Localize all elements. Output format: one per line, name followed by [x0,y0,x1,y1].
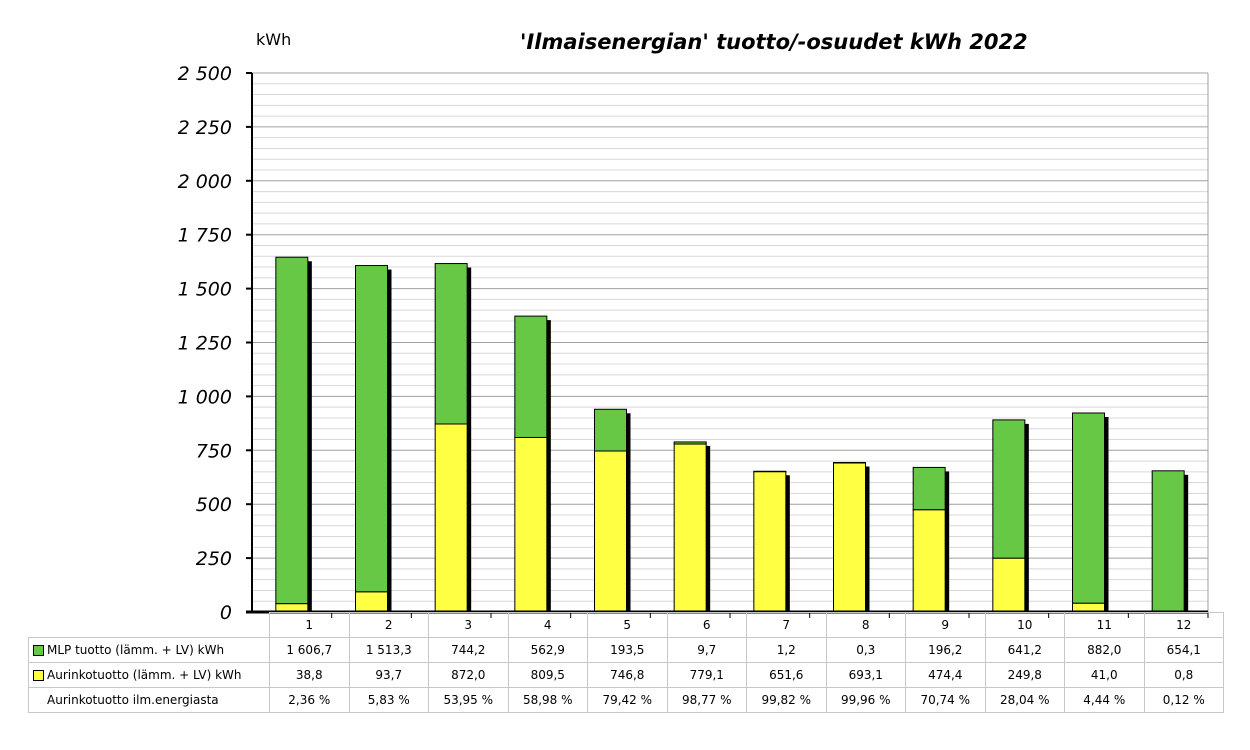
data-label: 5,83 % [348,687,429,713]
data-label: 882,0 [1064,637,1145,663]
y-tick-label: 750 [196,440,232,462]
bar-segment [1072,412,1105,604]
data-label: 872,0 [428,662,509,688]
x-tick-label: 3 [428,612,509,638]
x-tick-label: 12 [1143,612,1224,638]
bar-segment [673,441,707,445]
bar-segment [992,419,1026,559]
y-tick-label: 2 000 [178,171,232,193]
y-axis-unit: kWh [256,30,292,49]
data-label: 746,8 [587,662,668,688]
legend-label: Aurinkotuotto ilm.energiasta [47,693,219,707]
bar-segment [673,443,707,613]
blank-cell [29,613,270,638]
y-tick-label: 2 250 [178,117,232,139]
data-label: 98,77 % [666,687,747,713]
data-label: 99,82 % [746,687,827,713]
data-label: 641,2 [984,637,1065,663]
data-label: 0,12 % [1143,687,1224,713]
row-label: Aurinkotuotto (lämm. + LV) kWh [28,662,270,688]
chart-title: 'Ilmaisenergian' tuotto/-osuudet kWh 202… [520,30,1028,54]
data-label: 809,5 [507,662,588,688]
data-label: 779,1 [666,662,747,688]
bar-segment [355,265,388,593]
x-tick-label: 4 [507,612,588,638]
bar-segment [1151,470,1185,613]
y-tick-label: 1 250 [178,333,232,355]
data-label: 651,6 [746,662,827,688]
bar-segment [833,462,866,464]
x-tick-label: 11 [1064,612,1145,638]
y-tick-label: 250 [196,548,232,570]
table-row: Aurinkotuotto ilm.energiasta 2,36 % 5,83 %… [28,687,1224,713]
y-tick-label: 0 [220,602,232,624]
row-label: MLP tuotto (lämm. + LV) kWh [28,637,270,663]
data-label: 70,74 % [905,687,986,713]
data-label: 1,2 [746,637,827,663]
bar-segment [753,470,787,473]
x-tick-label: 2 [348,612,429,638]
bar-segment [594,408,627,452]
legend-label: Aurinkotuotto (lämm. + LV) kWh [47,668,242,682]
data-label: 1 606,7 [269,637,350,663]
data-label: 0,8 [1143,662,1224,688]
bar-segment [434,263,468,425]
legend-swatch [33,645,44,656]
data-label: 654,1 [1143,637,1224,663]
y-tick-label: 500 [196,494,232,516]
legend-label: MLP tuotto (lämm. + LV) kWh [47,643,225,657]
data-label: 79,42 % [587,687,668,713]
data-label: 53,95 % [428,687,509,713]
row-label: Aurinkotuotto ilm.energiasta [28,687,270,713]
data-label: 2,36 % [269,687,350,713]
bar-segment [992,557,1026,613]
data-label: 1 513,3 [348,637,429,663]
bar-segment [434,423,468,613]
bar-segment [514,436,548,613]
bar-segment [514,315,548,438]
data-label: 41,0 [1064,662,1145,688]
bar-segment [753,471,787,613]
bar-segment [355,591,388,613]
data-label: 4,44 % [1064,687,1145,713]
x-tick-label: 6 [666,612,747,638]
data-label: 249,8 [984,662,1065,688]
data-label: 0,3 [825,637,906,663]
bar-segment [912,466,946,511]
y-tick-label: 1 000 [178,386,232,408]
data-label: 693,1 [825,662,906,688]
y-tick-label: 2 500 [178,63,232,85]
data-label: 193,5 [587,637,668,663]
data-label: 28,04 % [984,687,1065,713]
legend-swatch [33,670,44,681]
data-label: 38,8 [269,662,350,688]
x-tick-label: 9 [905,612,986,638]
bar-segment [275,256,309,605]
data-label: 99,96 % [825,687,906,713]
data-label: 93,7 [348,662,429,688]
bar-segment [912,509,946,613]
data-label: 562,9 [507,637,588,663]
table-header-row: 1 2 3 4 5 6 7 8 9 10 11 12 [29,612,1224,638]
table-row: Aurinkotuotto (lämm. + LV) kWh 38,8 93,7 87… [28,662,1224,688]
bar-segment [594,450,627,613]
x-tick-label: 5 [587,612,668,638]
data-label: 744,2 [428,637,509,663]
x-tick-label: 1 [269,612,350,638]
x-tick-label: 10 [984,612,1065,638]
data-label: 196,2 [905,637,986,663]
data-table: 1 2 3 4 5 6 7 8 9 10 11 12 MLP tuotto (lämm. + LV) k… [28,612,1224,713]
y-tick-label: 1 500 [178,279,232,301]
bar-segment [833,462,866,613]
x-tick-label: 7 [746,612,827,638]
table-row: MLP tuotto (lämm. + LV) kWh 1 606,7 1 513,… [28,637,1224,663]
data-label: 9,7 [666,637,747,663]
x-tick-label: 8 [825,612,906,638]
data-label: 474,4 [905,662,986,688]
data-label: 58,98 % [507,687,588,713]
y-tick-label: 1 750 [178,225,232,247]
